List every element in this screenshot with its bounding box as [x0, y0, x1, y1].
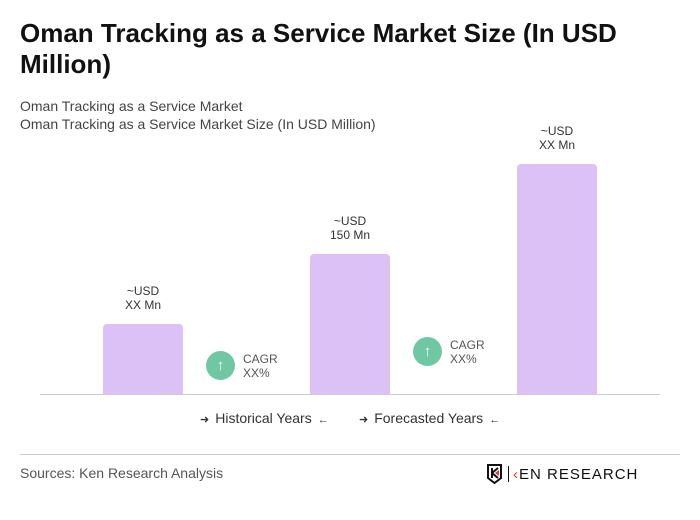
legend-label: Historical Years: [215, 410, 312, 426]
arrow-right-icon: ➜: [359, 414, 369, 426]
arrow-up-icon: ↑: [206, 351, 235, 380]
page-title: Oman Tracking as a Service Market Size (…: [20, 18, 617, 79]
footer-divider: [20, 454, 680, 455]
cagr-value: XX%: [450, 351, 477, 366]
cagr-value: XX%: [243, 365, 270, 380]
chart-subtitle: Oman Tracking as a Service Market Size (…: [20, 116, 376, 132]
cagr-badge-1: ↑ CAGR XX%: [206, 351, 278, 380]
data-label-3: ~USD XX Mn: [497, 124, 617, 152]
arrow-left-icon: ←: [489, 414, 501, 426]
arrow-up-icon: ↑: [413, 337, 442, 366]
arrow-right-icon: ➜: [200, 414, 210, 426]
legend-forecasted: ➜ Forecasted Years ←: [353, 410, 506, 426]
data-label-1: ~USD XX Mn: [83, 284, 203, 312]
logo-mark-icon: [487, 464, 502, 484]
legend-historical: ➜ Historical Years ←: [194, 410, 335, 426]
bar-3: [517, 164, 597, 394]
bar-1: [103, 324, 183, 394]
data-label-line: ~USD: [540, 124, 574, 139]
cagr-badge-2: ↑ CAGR XX%: [413, 337, 485, 366]
data-label-line: ~USD: [126, 284, 160, 298]
source-text: Sources: Ken Research Analysis: [20, 465, 224, 481]
data-label-line: ~USD: [333, 214, 367, 228]
data-label-2: ~USD 150 Mn: [290, 214, 410, 242]
cagr-label: CAGR: [450, 337, 485, 352]
legend-label: Forecasted Years: [374, 410, 484, 426]
arrow-left-icon: ←: [317, 414, 329, 426]
bar-2: [310, 254, 390, 394]
subtitle: Oman Tracking as a Service Market: [20, 98, 243, 114]
data-label-line: 150 Mn: [329, 228, 371, 242]
x-axis-line: [40, 394, 660, 395]
cagr-label: CAGR: [243, 351, 278, 366]
logo-text: ‹EN RESEARCH: [513, 465, 639, 483]
data-label-line: XX Mn: [124, 298, 161, 312]
ken-research-logo: ‹EN RESEARCH: [486, 464, 638, 484]
data-label-line: XX Mn: [538, 138, 575, 153]
